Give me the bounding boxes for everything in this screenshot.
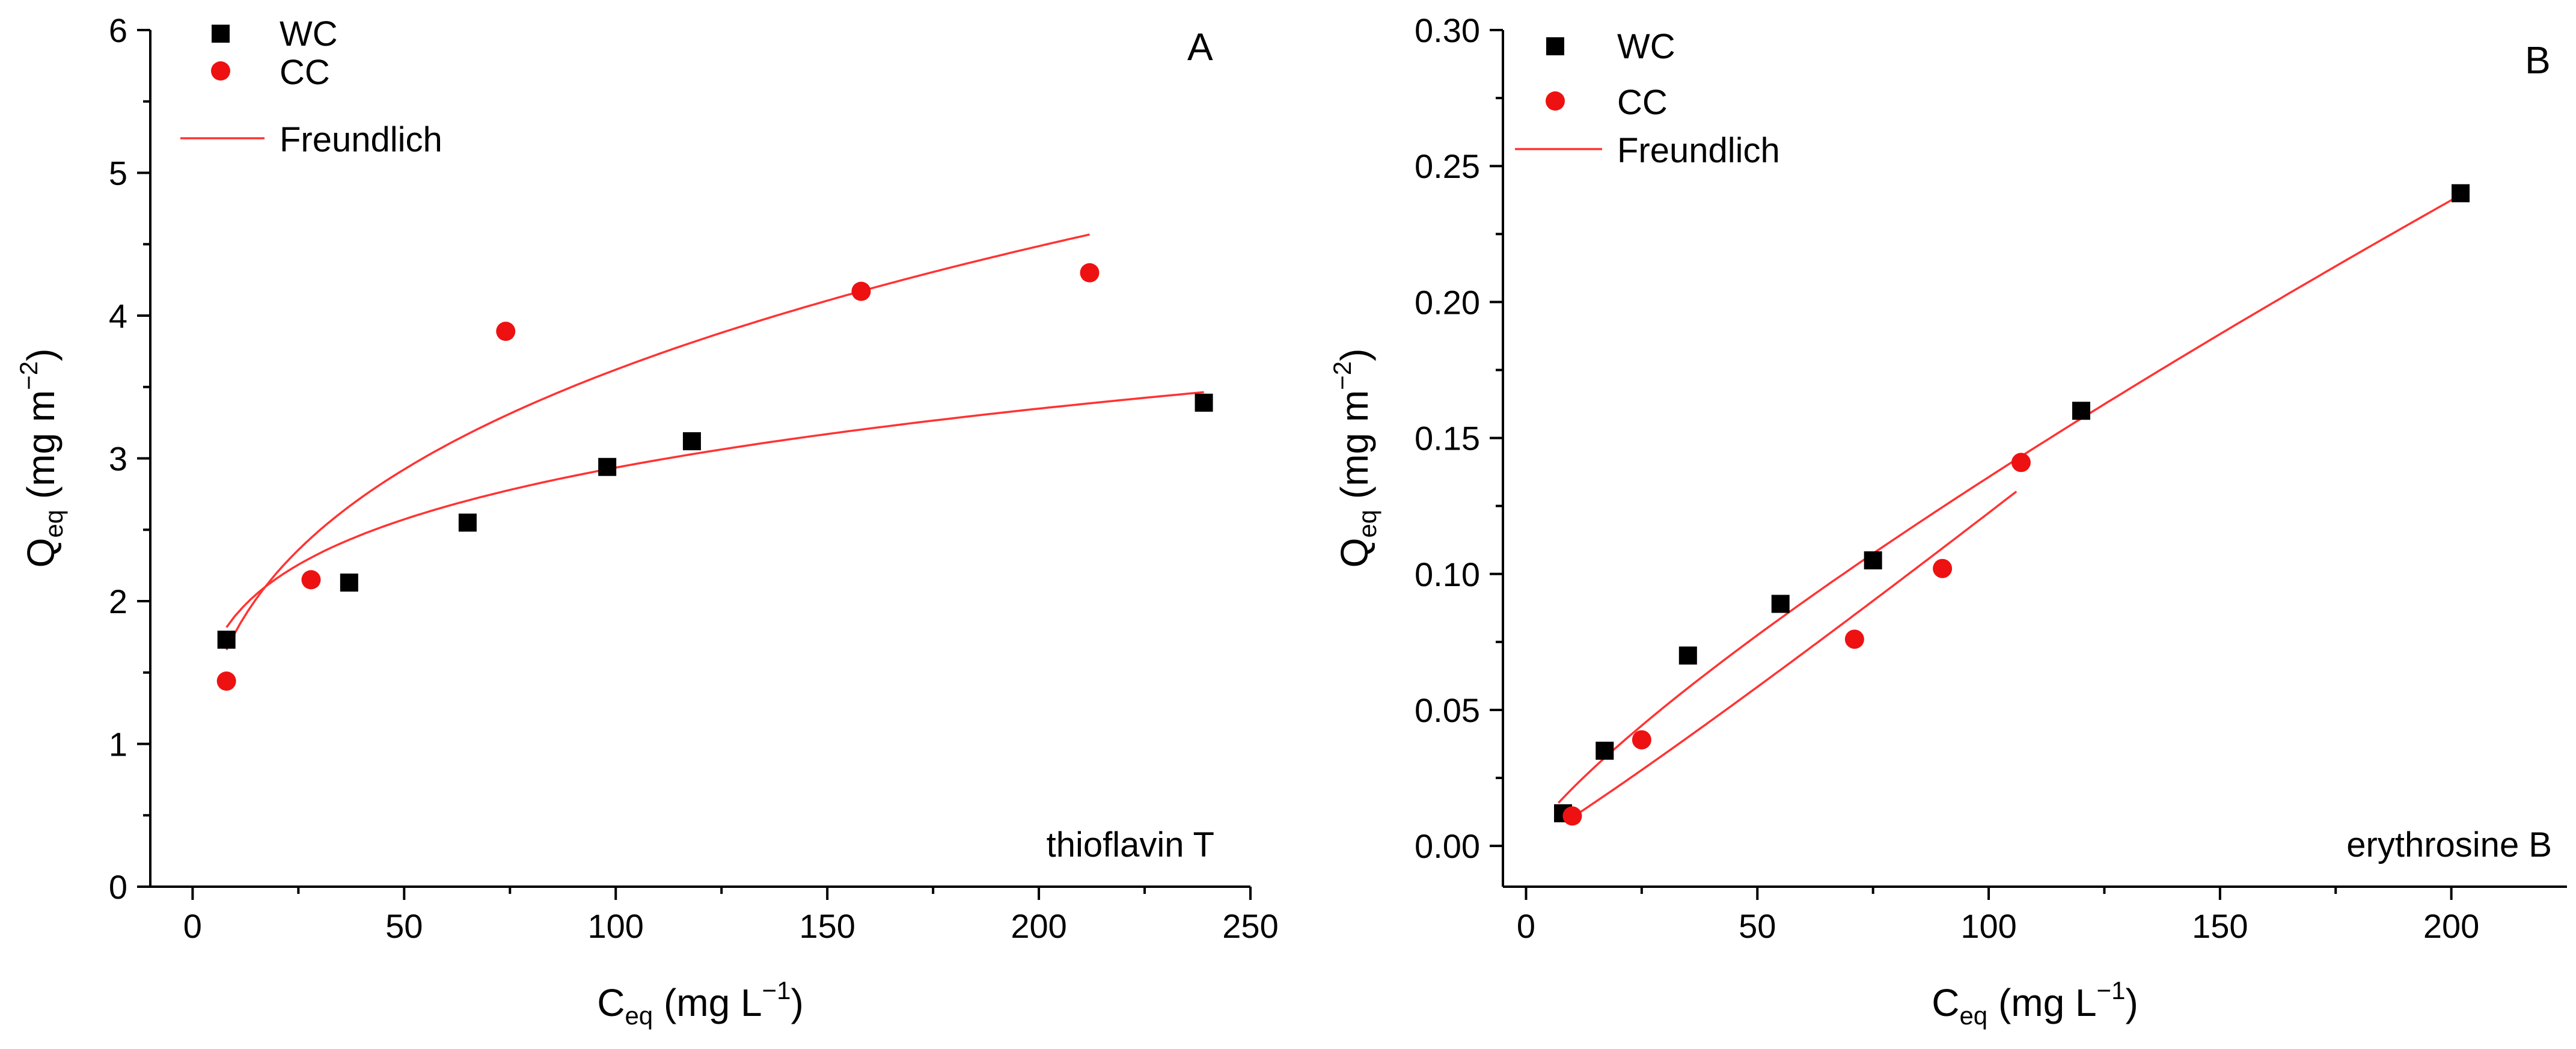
legend-cc-marker <box>1546 91 1565 111</box>
panel-b-point-wc <box>1771 595 1790 613</box>
panel-a-y-tick-label: 5 <box>109 154 127 192</box>
panel-a-y-tick-label: 6 <box>109 11 127 49</box>
legend-freundlich-label: Freundlich <box>280 120 442 159</box>
panel-b-point-cc <box>1632 730 1651 750</box>
panel-a-point-wc <box>682 432 701 450</box>
panel-b-point-cc <box>1844 629 1864 649</box>
panel-b-data-points <box>1554 184 2470 826</box>
panel-a-x-axis-title: Ceq (mg L−1) <box>597 976 804 1030</box>
panel-a-y-axis-title: Qeq (mg m−2) <box>14 349 68 568</box>
panel-b-fit-lines <box>1558 194 2461 819</box>
panel-b-x-tick-label: 200 <box>2423 907 2479 945</box>
panel-a-ticks: 0 50 100 150 200 250 0 1 2 3 4 5 6 <box>109 11 1279 945</box>
panel-a-point-wc <box>340 573 358 592</box>
panel-a-y-tick-label: 2 <box>109 583 127 620</box>
panel-b-point-wc <box>2452 184 2470 203</box>
panel-a-y-tick-label: 0 <box>109 868 127 906</box>
panel-a-x-tick-label: 100 <box>588 907 644 945</box>
panel-b-y-tick-label: 0.15 <box>1415 420 1480 457</box>
panel-a-fit-freundlich-wc <box>225 391 1204 628</box>
panel-b-annotation: erythrosine B <box>2346 825 2552 864</box>
panel-a-point-wc <box>217 631 236 649</box>
legend-wc-label: WC <box>1617 27 1675 66</box>
legend-wc-marker <box>212 25 230 43</box>
panel-b-y-tick-label: 0.30 <box>1415 11 1480 49</box>
panel-a-x-tick-label: 200 <box>1011 907 1066 945</box>
panel-b-label: B <box>2525 38 2551 82</box>
panel-a-data-points <box>216 263 1213 691</box>
panel-b-y-tick-label: 0.00 <box>1415 827 1480 865</box>
panel-a-point-wc <box>458 513 477 532</box>
legend-cc-label: CC <box>1617 83 1668 122</box>
panel-b-point-wc <box>1864 551 1882 570</box>
panel-a-y-tick-label: 4 <box>109 297 127 335</box>
panel-a-fit-freundlich-cc <box>225 233 1090 650</box>
panel-b-point-cc <box>2011 453 2031 473</box>
panel-a-x-tick-label: 150 <box>799 907 855 945</box>
legend-wc-marker <box>1546 37 1564 55</box>
panel-b-ticks: 0 50 100 150 200 0.00 0.05 0.10 0.15 0.20 0.25 0.30 <box>1415 11 2479 945</box>
panel-a-x-tick-label: 50 <box>385 907 423 945</box>
legend-wc-label: WC <box>280 14 338 54</box>
panel-b-legend: WC CC Freundlich <box>1515 27 1780 170</box>
panel-a-x-tick-label: 0 <box>183 907 202 945</box>
panel-b-point-wc <box>2072 402 2090 420</box>
panel-a-y-tick-label: 1 <box>109 726 127 763</box>
panel-b-x-tick-label: 100 <box>1960 907 2016 945</box>
panel-b-x-axis-title: Ceq (mg L−1) <box>1932 976 2138 1030</box>
panel-a-x-tick-label: 250 <box>1222 907 1278 945</box>
legend-cc-label: CC <box>280 53 330 92</box>
panel-b-y-tick-label: 0.10 <box>1415 555 1480 593</box>
legend-freundlich-label: Freundlich <box>1617 131 1780 170</box>
panel-a-y-tick-label: 3 <box>109 440 127 478</box>
panel-a-legend: WC CC Freundlich <box>180 14 442 159</box>
panel-b-x-tick-label: 50 <box>1739 907 1776 945</box>
panel-b-y-tick-label: 0.25 <box>1415 147 1480 185</box>
panel-a-point-wc <box>1195 393 1213 412</box>
panel-b-y-axis-title: Qeq (mg m−2) <box>1328 349 1381 568</box>
panel-a-fit-lines <box>225 233 1204 650</box>
panel-b-fit-freundlich-wc <box>1558 194 2461 804</box>
panel-a-point-cc <box>301 570 321 590</box>
panel-a-point-cc <box>851 281 871 301</box>
panel-a-annotation: thioflavin T <box>1047 825 1214 864</box>
panel-b-point-cc <box>1562 806 1582 826</box>
panel-b-y-tick-label: 0.05 <box>1415 691 1480 729</box>
panel-b-point-wc <box>1595 741 1614 760</box>
legend-cc-marker <box>211 61 230 81</box>
panel-a-point-cc <box>496 322 516 341</box>
panel-b-y-tick-label: 0.20 <box>1415 283 1480 321</box>
panel-b-fit-freundlich-cc <box>1571 491 2018 819</box>
panel-b-point-cc <box>1933 558 1953 578</box>
panel-a-point-wc <box>598 457 617 476</box>
panel-b-x-tick-label: 150 <box>2192 907 2248 945</box>
panel-a-point-cc <box>216 671 236 691</box>
panel-a-label: A <box>1187 25 1213 69</box>
panel-a-point-cc <box>1080 263 1100 283</box>
panel-b-point-wc <box>1678 646 1697 665</box>
panel-b: 0 50 100 150 200 0.00 0.05 0.10 0.15 0.20 0.25 0.30… <box>1328 11 2567 1030</box>
panel-b-x-tick-label: 0 <box>1517 907 1535 945</box>
